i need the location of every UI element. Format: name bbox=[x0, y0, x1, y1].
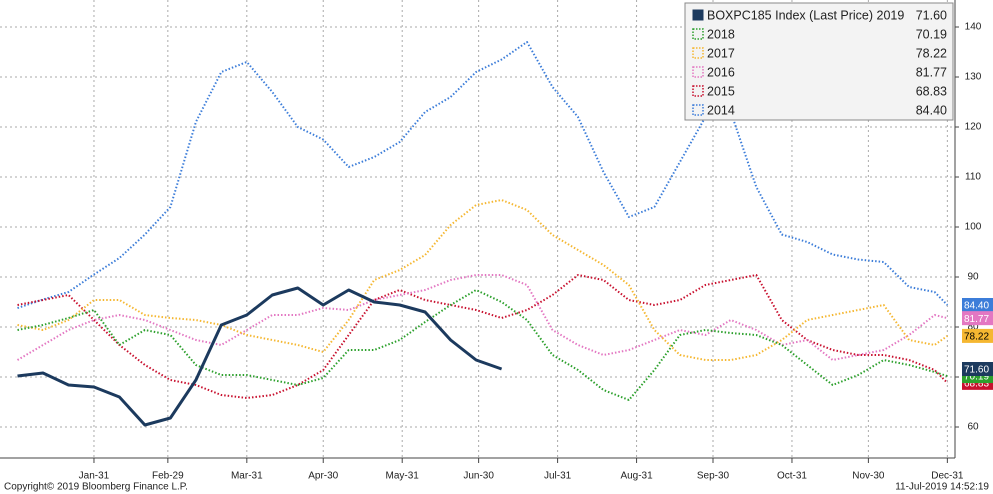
x-tick-label: Jan-31 bbox=[79, 471, 110, 482]
end-tag bbox=[962, 328, 993, 343]
y-tick-label: 110 bbox=[965, 172, 981, 183]
series-line bbox=[17, 274, 949, 399]
x-tick-label: May-31 bbox=[386, 471, 420, 482]
legend-swatch bbox=[692, 9, 704, 21]
y-tick-label: 90 bbox=[967, 272, 979, 283]
legend-swatch bbox=[692, 85, 704, 97]
legend-value: 81.77 bbox=[916, 65, 947, 79]
series-line bbox=[17, 199, 948, 361]
legend-label: 2018 bbox=[707, 27, 735, 41]
end-tag-label: 81.77 bbox=[964, 314, 989, 325]
end-tag bbox=[962, 311, 993, 326]
x-tick-label: Feb-29 bbox=[152, 471, 184, 482]
legend-value: 70.19 bbox=[916, 27, 947, 41]
end-tag-label: 78.22 bbox=[964, 332, 989, 343]
legend-swatch bbox=[692, 104, 704, 116]
legend-label: BOXPC185 Index (Last Price) 2019 bbox=[707, 8, 904, 22]
x-tick-label: Apr-30 bbox=[308, 471, 338, 482]
end-tag-label: 68.83 bbox=[964, 378, 989, 389]
legend-label: 2014 bbox=[707, 103, 735, 117]
end-tag bbox=[962, 362, 993, 376]
end-tag-label: 71.60 bbox=[964, 365, 989, 376]
y-tick-label: 80 bbox=[967, 322, 979, 333]
x-tick-label: Oct-31 bbox=[777, 471, 807, 482]
series-line bbox=[17, 286, 503, 427]
legend-box bbox=[684, 2, 954, 121]
series-line bbox=[17, 289, 948, 401]
y-tick-label: 120 bbox=[965, 122, 982, 133]
legend-label: 2016 bbox=[707, 65, 735, 79]
x-tick-label: Sep-30 bbox=[697, 471, 730, 482]
series-line bbox=[17, 41, 949, 309]
x-tick-label: Mar-31 bbox=[231, 471, 263, 482]
legend: BOXPC185 Index (Last Price) 2019 71.60 201… bbox=[684, 2, 954, 121]
copyright: Copyright© 2019 Bloomberg Finance L.P. bbox=[4, 482, 188, 493]
timestamp: 11-Jul-2019 14:52:19 bbox=[895, 482, 989, 493]
y-tick-label: 100 bbox=[965, 222, 982, 233]
legend-value: 78.22 bbox=[916, 46, 947, 60]
end-tag-label: 70.19 bbox=[964, 372, 989, 383]
x-tick-label: Nov-30 bbox=[852, 471, 885, 482]
legend-swatch bbox=[692, 66, 704, 78]
legend-swatch bbox=[692, 28, 704, 40]
legend-value: 71.60 bbox=[916, 8, 947, 22]
x-tick-label: Aug-31 bbox=[620, 471, 653, 482]
x-tick-label: Jun-30 bbox=[463, 471, 494, 482]
series-line bbox=[16, 274, 948, 361]
legend-swatch bbox=[692, 47, 704, 59]
end-tag-label: 84.40 bbox=[964, 301, 989, 312]
legend-label: 2017 bbox=[707, 46, 735, 60]
end-tag bbox=[962, 298, 993, 312]
y-tick-label: 130 bbox=[965, 72, 982, 83]
y-tick-label: 60 bbox=[967, 422, 979, 433]
y-tick-label: 140 bbox=[965, 22, 982, 33]
x-tick-label: Dec-31 bbox=[931, 471, 964, 482]
legend-value: 68.83 bbox=[916, 84, 947, 98]
legend-label: 2015 bbox=[707, 84, 735, 98]
legend-value: 84.40 bbox=[916, 103, 947, 117]
x-tick-label: Jul-31 bbox=[544, 471, 572, 482]
